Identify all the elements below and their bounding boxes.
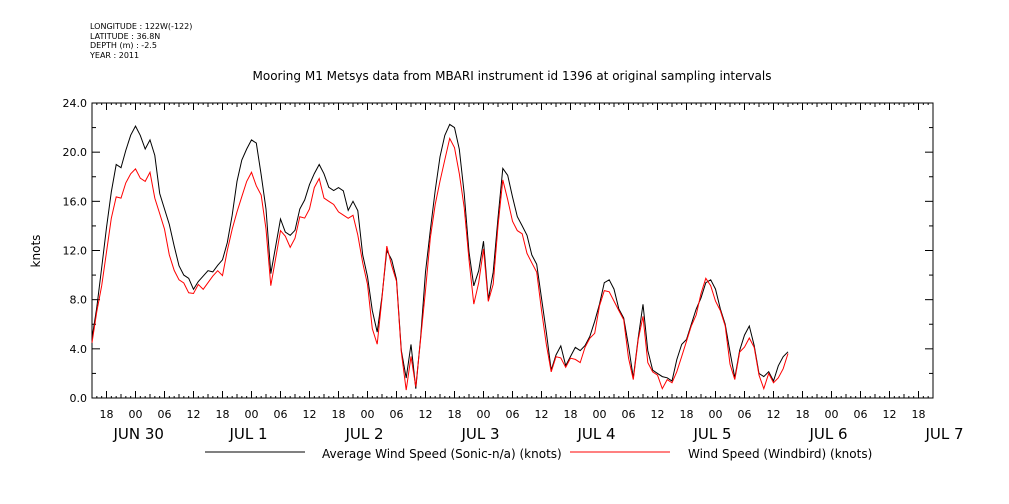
x-hour-tick-label: 00 — [825, 408, 839, 421]
legend-label-windbird: Wind Speed (Windbird) (knots) — [688, 447, 872, 461]
x-hour-tick-label: 06 — [854, 408, 868, 421]
x-day-label: JUL 7 — [925, 425, 964, 443]
x-day-label: JUL 1 — [229, 425, 268, 443]
x-day-label: JUL 6 — [809, 425, 848, 443]
x-hour-tick-label: 12 — [883, 408, 897, 421]
x-hour-tick-label: 18 — [796, 408, 810, 421]
longitude-label: LONGITUDE : 122W(-122) — [90, 22, 193, 31]
legend: Average Wind Speed (Sonic-n/a) (knots) W… — [205, 447, 872, 461]
latitude-label: LATITUDE : 36.8N — [90, 31, 161, 41]
x-hour-tick-label: 18 — [912, 408, 926, 421]
x-hour-tick-label: 12 — [419, 408, 433, 421]
x-hour-tick-label: 00 — [593, 408, 607, 421]
series-line-average-wind-speed — [91, 123, 789, 389]
x-hour-tick-label: 12 — [187, 408, 201, 421]
y-tick-label: 24.0 — [63, 97, 88, 110]
y-tick-label: 12.0 — [63, 245, 88, 258]
x-hour-tick-label: 18 — [332, 408, 346, 421]
x-hour-tick-label: 00 — [477, 408, 491, 421]
x-hour-tick-label: 18 — [448, 408, 462, 421]
metadata-block: LONGITUDE : 122W(-122) LATITUDE : 36.8N … — [90, 22, 192, 60]
series-line-windbird — [91, 136, 789, 391]
y-tick-label: 8.0 — [70, 294, 88, 307]
x-hour-tick-label: 12 — [303, 408, 317, 421]
y-axis-label: knots — [29, 235, 43, 268]
depth-label: DEPTH (m) : -2.5 — [90, 41, 157, 50]
x-day-label: JUL 5 — [693, 425, 732, 443]
y-tick-label: 20.0 — [63, 146, 88, 159]
x-hour-tick-label: 18 — [680, 408, 694, 421]
year-label: YEAR : 2011 — [90, 50, 140, 60]
x-hour-tick-label: 00 — [245, 408, 259, 421]
x-hour-tick-label: 06 — [506, 408, 520, 421]
plot-frame — [91, 102, 934, 399]
x-hour-tick-label: 12 — [651, 408, 665, 421]
y-tick-label: 16.0 — [63, 195, 88, 208]
series-group — [91, 123, 789, 391]
x-day-label: JUL 3 — [461, 425, 500, 443]
x-hour-tick-label: 18 — [100, 408, 114, 421]
x-hour-tick-label: 06 — [622, 408, 636, 421]
x-hour-tick-label: 00 — [709, 408, 723, 421]
y-tick-label: 0.0 — [70, 392, 88, 405]
x-hour-tick-label: 12 — [535, 408, 549, 421]
x-hour-tick-label: 00 — [129, 408, 143, 421]
x-hour-tick-label: 18 — [216, 408, 230, 421]
x-hour-tick-label: 18 — [564, 408, 578, 421]
x-day-label: JUL 2 — [345, 425, 384, 443]
x-hour-tick-label: 06 — [274, 408, 288, 421]
x-axis: 18 00 06 12 18 00 06 12 18 00 06 12 18 00 06 12 18 00 06 12… — [91, 103, 964, 443]
x-day-label: JUN 30 — [113, 425, 164, 443]
x-hour-tick-label: 06 — [390, 408, 404, 421]
x-hour-tick-label: 00 — [361, 408, 375, 421]
y-axis: 0.0 4.0 8.0 12.0 16.0 20.0 24.0 — [63, 97, 933, 405]
legend-label-average-wind-speed: Average Wind Speed (Sonic-n/a) (knots) — [322, 447, 562, 461]
y-tick-label: 4.0 — [70, 343, 88, 356]
x-hour-tick-label: 06 — [158, 408, 172, 421]
x-day-label: JUL 4 — [577, 425, 616, 443]
x-hour-tick-label: 06 — [738, 408, 752, 421]
chart-title: Mooring M1 Metsys data from MBARI instru… — [253, 69, 772, 83]
x-hour-tick-label: 12 — [767, 408, 781, 421]
